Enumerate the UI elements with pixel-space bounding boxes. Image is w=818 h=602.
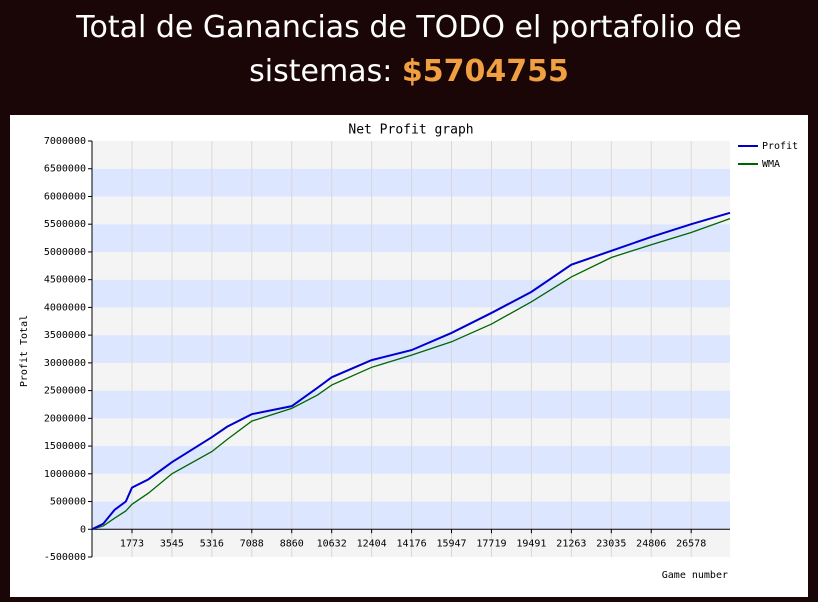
band: [92, 196, 730, 225]
series-line: [91, 218, 731, 530]
band: [92, 362, 730, 391]
band: [92, 168, 730, 197]
x-tick-label: 21263: [556, 538, 586, 549]
y-tick-label: 0: [80, 524, 86, 535]
y-tick-label: 2000000: [44, 413, 86, 424]
x-tick-label: 1773: [120, 538, 144, 549]
x-tick-label: 7088: [240, 538, 264, 549]
y-tick-label: -500000: [44, 552, 86, 563]
y-tick-label: 6500000: [44, 164, 86, 175]
band: [92, 335, 730, 363]
y-tick-label: 5000000: [44, 247, 86, 258]
band: [92, 224, 730, 252]
x-tick-label: 24806: [636, 538, 666, 549]
band: [92, 390, 730, 419]
y-tick-label: 6000000: [44, 191, 86, 202]
x-tick-label: 26578: [676, 538, 706, 549]
x-axis-label: Game number: [662, 570, 728, 581]
x-tick-label: 19491: [516, 538, 546, 549]
y-axis-label: Profit Total: [19, 315, 30, 387]
band: [92, 141, 730, 169]
band: [92, 473, 730, 502]
chart: Net Profit graph Game number Profit Tota…: [19, 123, 798, 582]
chart-panel: Net Profit graph Game number Profit Tota…: [10, 115, 808, 597]
y-tick-label: 1500000: [44, 441, 86, 452]
total-amount: $5704755: [401, 54, 569, 89]
y-tick-label: 5500000: [44, 219, 86, 230]
band: [92, 446, 730, 474]
band: [92, 418, 730, 447]
y-tick-label: 4500000: [44, 275, 86, 286]
y-tick-label: 500000: [50, 497, 86, 508]
header-title: Total de Ganancias de TODO el portafolio…: [76, 10, 742, 89]
x-tick-label: 14176: [397, 538, 427, 549]
y-tick-label: 3000000: [44, 358, 86, 369]
series-line: [91, 211, 731, 531]
x-tick-label: 15947: [436, 538, 466, 549]
y-tick-label: 2500000: [44, 386, 86, 397]
x-tick-label: 10632: [317, 538, 347, 549]
band: [92, 279, 730, 308]
legend-label: Profit: [762, 141, 798, 152]
y-tick-label: 3500000: [44, 330, 86, 341]
x-tick-label: 17719: [476, 538, 506, 549]
band: [92, 307, 730, 336]
band: [92, 251, 730, 280]
x-tick-label: 5316: [200, 538, 224, 549]
legend-label: WMA: [762, 159, 780, 170]
header: Total de Ganancias de TODO el portafolio…: [40, 6, 778, 94]
x-tick-label: 3545: [160, 538, 184, 549]
y-tick-label: 7000000: [44, 136, 86, 147]
band: [92, 529, 730, 557]
chart-title: Net Profit graph: [348, 123, 473, 138]
x-tick-label: 23035: [596, 538, 626, 549]
x-tick-label: 12404: [357, 538, 387, 549]
band: [92, 501, 730, 530]
x-tick-label: 8860: [280, 538, 304, 549]
y-tick-label: 4000000: [44, 302, 86, 313]
y-tick-label: 1000000: [44, 469, 86, 480]
